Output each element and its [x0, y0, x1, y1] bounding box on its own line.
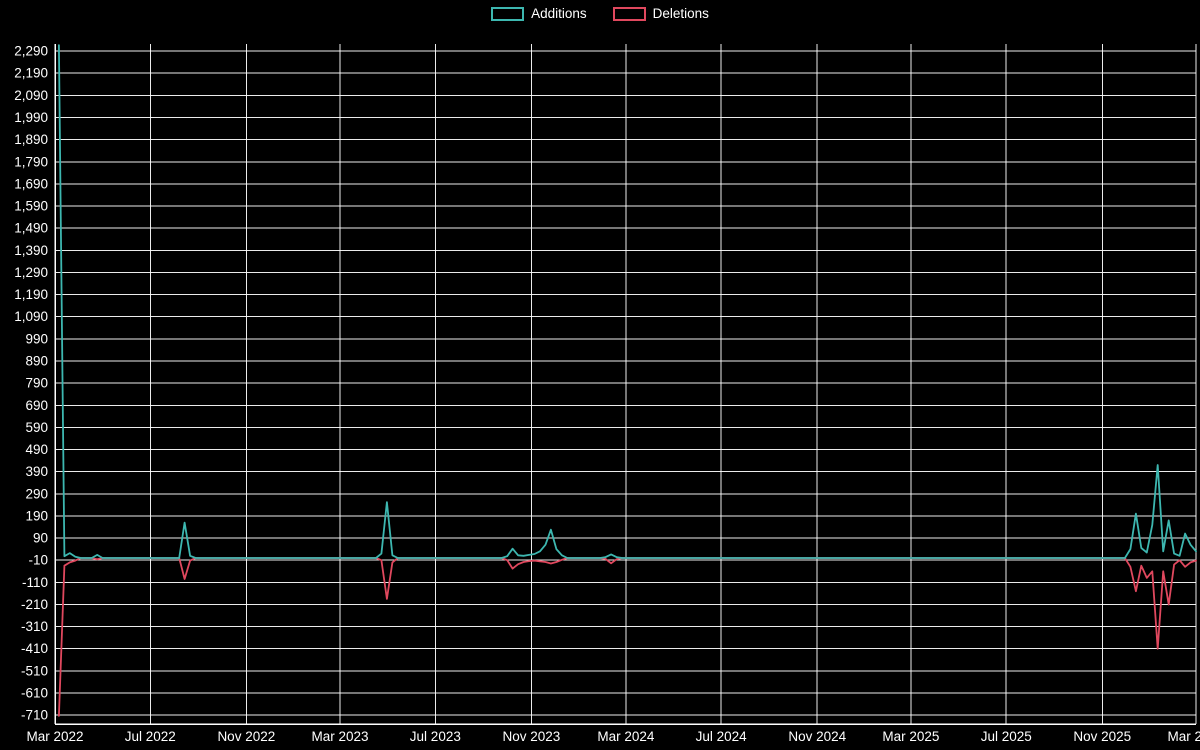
y-tick-label: 1,290 [14, 265, 48, 280]
x-tick-label: Mar 2026 [1167, 729, 1200, 744]
y-tick-label: -710 [21, 708, 48, 723]
y-tick-label: 2,090 [14, 88, 48, 103]
y-tick-label: 690 [25, 398, 48, 413]
legend-label-additions: Additions [531, 6, 587, 22]
x-tick-label: Mar 2023 [312, 729, 369, 744]
axes [54, 44, 1196, 725]
y-tick-label: -10 [28, 553, 48, 568]
x-tick-label: Jul 2022 [125, 729, 176, 744]
legend-label-deletions: Deletions [652, 6, 709, 22]
y-tick-label: -110 [22, 575, 48, 590]
x-tick-label: Nov 2022 [217, 729, 275, 744]
y-tick-label: 290 [25, 486, 48, 501]
deletions-swatch-icon [612, 7, 646, 21]
additions-swatch-icon [491, 7, 525, 21]
x-tick-label: Nov 2025 [1073, 729, 1131, 744]
y-tick-label: 1,590 [14, 199, 48, 214]
y-tick-label: 1,990 [14, 110, 48, 125]
y-tick-label: 590 [25, 420, 48, 435]
y-tick-label: 190 [25, 508, 48, 523]
deletions-line [58, 557, 1197, 717]
x-tick-label: Mar 2024 [597, 729, 655, 744]
y-tick-label: 1,190 [14, 287, 48, 302]
chart-legend: Additions Deletions [0, 7, 1200, 21]
x-tick-label: Jul 2025 [981, 729, 1032, 744]
gridlines [54, 44, 1197, 724]
y-tick-label: 990 [25, 331, 48, 346]
y-tick-label: 2,290 [14, 44, 48, 59]
y-tick-label: -310 [21, 619, 48, 634]
legend-item-additions[interactable]: Additions [491, 7, 587, 21]
x-tick-label: Nov 2024 [788, 729, 846, 744]
y-tick-label: 2,190 [14, 66, 48, 81]
legend-item-deletions[interactable]: Deletions [612, 6, 709, 22]
y-tick-label: 1,490 [14, 221, 48, 236]
x-tick-label: Mar 2022 [26, 729, 83, 744]
y-tick-label: -210 [21, 597, 48, 612]
y-tick-label: -510 [21, 663, 48, 678]
additions-line [58, 44, 1197, 559]
y-tick-label: 490 [25, 442, 48, 457]
x-tick-label: Jul 2024 [696, 729, 748, 744]
axis-labels: -710 -610 -510 -410 -310 -210 -110 -10 90 190 290 3… [14, 44, 1200, 744]
y-tick-label: 1,690 [14, 176, 48, 191]
y-tick-label: 90 [33, 531, 48, 546]
x-tick-label: Nov 2023 [502, 729, 560, 744]
y-tick-label: 1,790 [14, 154, 48, 169]
y-tick-label: 1,890 [14, 132, 48, 147]
y-tick-label: -410 [21, 641, 48, 656]
y-tick-label: 890 [25, 353, 48, 368]
x-tick-label: Jul 2023 [410, 729, 461, 744]
y-tick-label: 390 [25, 464, 48, 479]
y-tick-label: 790 [25, 376, 48, 391]
x-tick-label: Mar 2025 [882, 729, 939, 744]
y-tick-label: -610 [21, 686, 48, 701]
y-tick-label: 1,390 [14, 243, 48, 258]
y-tick-label: 1,090 [14, 309, 48, 324]
